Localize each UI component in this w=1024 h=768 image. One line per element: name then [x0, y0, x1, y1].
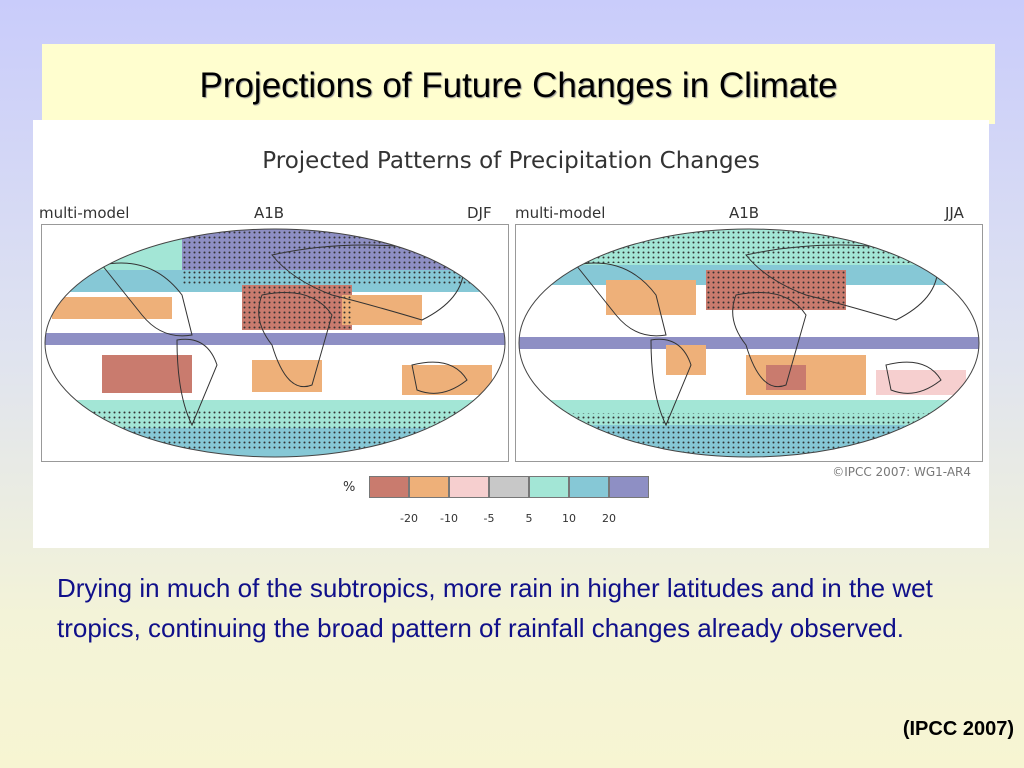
precipitation-figure: Projected Patterns of Precipitation Chan… — [33, 120, 989, 548]
legend-swatch-5 — [529, 476, 569, 498]
figure-title: Projected Patterns of Precipitation Chan… — [262, 148, 760, 174]
legend-swatch-2 — [409, 476, 449, 498]
figure-credit: ©IPCC 2007: WG1-AR4 — [832, 465, 971, 479]
legend-tick: -10 — [440, 512, 458, 525]
map-jja — [515, 224, 983, 462]
legend-tick: -20 — [400, 512, 418, 525]
legend-swatch-6 — [569, 476, 609, 498]
panel-2-scenario-label: A1B — [729, 204, 760, 222]
slide-caption: Drying in much of the subtropics, more r… — [57, 573, 933, 643]
panel-1-model-label: multi-model — [39, 204, 130, 222]
panel-2-season-label: JJA — [945, 204, 964, 222]
legend-tick: 10 — [562, 512, 576, 525]
source-citation: (IPCC 2007) — [902, 718, 1014, 740]
map-djf — [41, 224, 509, 462]
legend-tick: 5 — [525, 512, 533, 525]
legend-swatch-7 — [609, 476, 649, 498]
map-djf-field — [45, 229, 505, 457]
legend-tick: -5 — [483, 512, 495, 525]
legend-swatch-1 — [369, 476, 409, 498]
legend-swatch-4 — [489, 476, 529, 498]
panel-2-model-label: multi-model — [515, 204, 606, 222]
legend-unit: % — [343, 480, 356, 495]
map-jja-field — [519, 229, 979, 457]
panel-1-season-label: DJF — [467, 204, 492, 222]
legend-tick: 20 — [602, 512, 616, 525]
panel-1-scenario-label: A1B — [254, 204, 285, 222]
legend-swatch-3 — [449, 476, 489, 498]
title-banner: Projections of Future Changes in Climate — [42, 44, 995, 124]
slide-title: Projections of Future Changes in Climate — [199, 66, 838, 105]
